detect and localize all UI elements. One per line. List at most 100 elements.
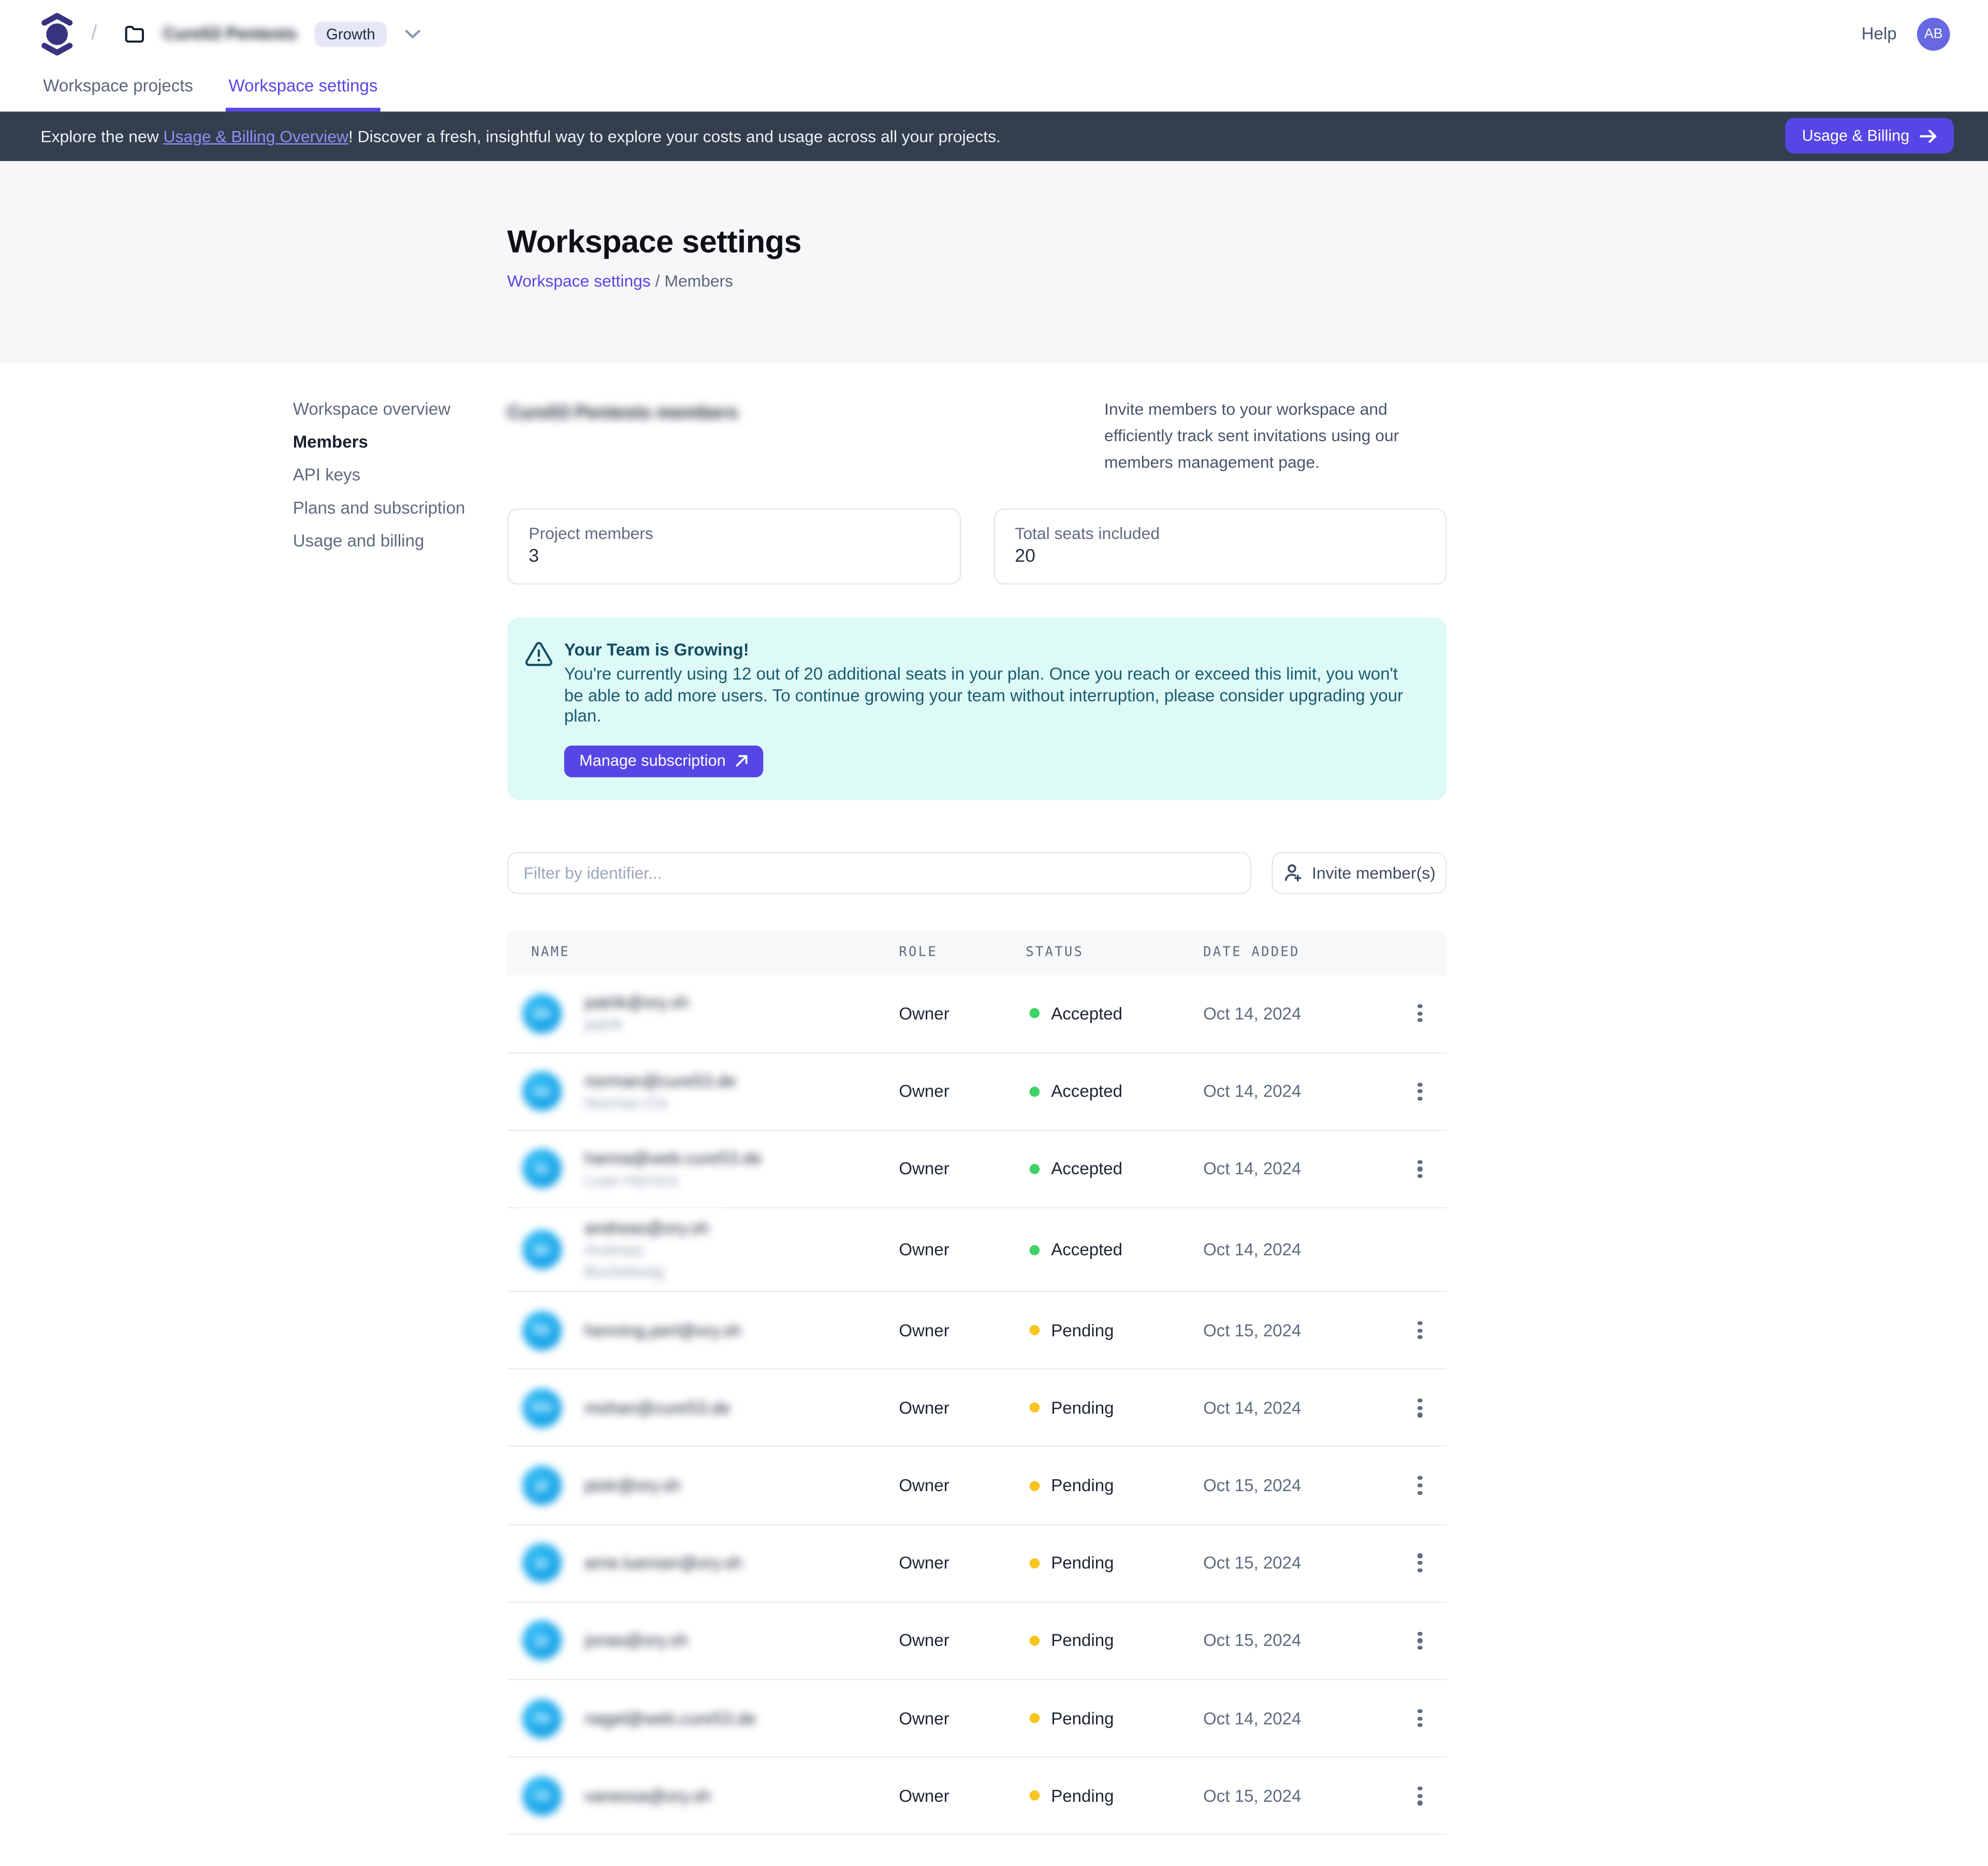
row-actions-kebab-icon[interactable]	[1410, 1546, 1429, 1580]
row-actions-kebab-icon[interactable]	[1410, 1314, 1429, 1347]
row-actions-kebab-icon[interactable]	[1410, 996, 1429, 1030]
row-actions-kebab-icon[interactable]	[1410, 1701, 1429, 1735]
chevron-down-icon[interactable]	[404, 28, 421, 39]
user-avatar[interactable]: AB	[1917, 17, 1950, 50]
usage-billing-banner: Explore the new Usage & Billing Overview…	[0, 111, 1988, 161]
table-row: an andreas@ory.sh Andreas Buckelswig Owner Ac…	[507, 1207, 1447, 1291]
plan-badge: Growth	[314, 21, 387, 47]
member-status: Accepted	[1026, 1082, 1203, 1101]
member-email: andreas@ory.sh	[584, 1218, 709, 1238]
member-date-added: Oct 14, 2024	[1203, 1082, 1302, 1101]
member-email: jonas@ory.sh	[584, 1631, 689, 1651]
sidebar-item-api-keys[interactable]: API keys	[293, 465, 361, 485]
manage-subscription-button[interactable]: Manage subscription	[564, 745, 764, 777]
member-date-added: Oct 14, 2024	[1203, 1003, 1302, 1023]
redacted-member-identity: lu hanna@web.cure53.de Luan Herrera	[515, 1139, 780, 1200]
invite-members-button[interactable]: Invite member(s)	[1271, 851, 1447, 894]
sidebar-item-usage-and-billing[interactable]: Usage and billing	[293, 531, 425, 550]
sidebar-item-members[interactable]: Members	[293, 432, 368, 451]
member-date-added: Oct 15, 2024	[1203, 1786, 1302, 1805]
content: Workspace overview Members API keys Plans a…	[0, 362, 1988, 1835]
arrow-right-icon	[1920, 129, 1937, 143]
total-seats-card: Total seats included 20	[993, 508, 1447, 585]
redacted-member-identity: va vanessa@ory.sh	[515, 1766, 729, 1826]
member-avatar: pi	[522, 1466, 562, 1506]
member-status: Pending	[1026, 1554, 1203, 1572]
member-avatar: ar	[522, 1543, 562, 1583]
redacted-member-identity: jo jonas@ory.sh	[515, 1611, 706, 1671]
row-actions-kebab-icon[interactable]	[1410, 1075, 1429, 1109]
table-row: lu hanna@web.cure53.de Luan Herrera Owner Ac…	[507, 1129, 1447, 1207]
row-actions-kebab-icon[interactable]	[1410, 1152, 1429, 1186]
sidebar-item-plans-and-subscription[interactable]: Plans and subscription	[293, 498, 465, 518]
member-date-added: Oct 14, 2024	[1203, 1159, 1302, 1179]
redacted-member-identity: he henning.perl@ory.sh	[515, 1300, 759, 1360]
filter-input[interactable]	[507, 851, 1252, 894]
banner-usage-billing-link[interactable]: Usage & Billing Overview	[163, 126, 348, 146]
usage-billing-button[interactable]: Usage & Billing	[1785, 118, 1954, 154]
redacted-member-identity: no norman@cure53.de Norman Cls	[515, 1061, 754, 1122]
member-name-cell: no norman@cure53.de Norman Cls	[507, 1061, 899, 1122]
member-email: piotr@ory.sh	[584, 1476, 681, 1495]
member-email: norman@cure53.de	[584, 1071, 736, 1090]
row-actions-kebab-icon[interactable]	[1410, 1469, 1429, 1503]
external-link-arrow-icon	[736, 754, 748, 767]
member-date-added: Oct 15, 2024	[1203, 1320, 1302, 1340]
member-secondary-text: Luan Herrera	[584, 1171, 678, 1190]
help-link[interactable]: Help	[1861, 24, 1897, 43]
table-row: na nagel@web.cure53.de Owner Pending Oct 14,…	[507, 1679, 1447, 1756]
tab-workspace-projects[interactable]: Workspace projects	[43, 76, 193, 95]
member-name-cell: pi piotr@ory.sh	[507, 1455, 899, 1515]
member-avatar: mo	[522, 1388, 562, 1428]
app-logo-icon[interactable]	[40, 12, 74, 55]
member-date-added: Oct 14, 2024	[1203, 1709, 1302, 1728]
member-email: nagel@web.cure53.de	[584, 1709, 756, 1728]
member-name-cell: pa patrik@ory.sh patrik	[507, 983, 899, 1044]
row-actions-kebab-icon[interactable]	[1410, 1624, 1429, 1657]
workspace-tabs: Workspace projects Workspace settings	[0, 67, 1988, 112]
members-section-description: Invite members to your workspace and eff…	[1104, 399, 1399, 472]
warning-triangle-icon	[525, 640, 558, 777]
status-dot	[1029, 1008, 1040, 1018]
member-secondary-text: patrik	[584, 1015, 623, 1034]
person-plus-icon	[1283, 863, 1302, 882]
project-members-card: Project members 3	[507, 508, 961, 585]
status-dot	[1029, 1403, 1040, 1413]
member-secondary-text: Andreas	[584, 1241, 644, 1259]
member-name-cell: lu hanna@web.cure53.de Luan Herrera	[507, 1139, 899, 1200]
member-name-cell: ar arne.luenser@ory.sh	[507, 1533, 899, 1593]
redacted-member-identity: mo mohan@cure53.de	[515, 1378, 748, 1438]
page-hero: Workspace settings Workspace settings / …	[0, 160, 1988, 363]
member-name-cell: he henning.perl@ory.sh	[507, 1300, 899, 1360]
row-actions-kebab-icon[interactable]	[1410, 1391, 1429, 1425]
members-toolbar: Invite member(s)	[507, 851, 1447, 894]
member-email: patrik@ory.sh	[584, 993, 689, 1012]
member-avatar: pa	[522, 994, 562, 1033]
redacted-member-identity: pi piotr@ory.sh	[515, 1455, 698, 1515]
alert-title: Your Team is Growing!	[564, 640, 749, 660]
member-avatar: lu	[522, 1149, 562, 1189]
member-role: Owner	[899, 1631, 949, 1651]
member-date-added: Oct 15, 2024	[1203, 1553, 1302, 1573]
member-secondary-text: Norman Cls	[584, 1094, 668, 1112]
member-stats: Project members 3 Total seats included 2…	[507, 508, 1447, 585]
total-seats-count: 20	[1015, 546, 1035, 567]
row-actions-kebab-icon[interactable]	[1410, 1779, 1429, 1813]
table-row: ar arne.luenser@ory.sh Owner Pending Oct 15,…	[507, 1523, 1447, 1601]
breadcrumb-settings-link[interactable]: Workspace settings	[507, 270, 651, 290]
status-dot	[1029, 1635, 1040, 1646]
member-email: mohan@cure53.de	[584, 1398, 730, 1418]
banner-text: Explore the new Usage & Billing Overview…	[40, 126, 1001, 146]
member-role: Owner	[899, 1320, 949, 1340]
sidebar-item-workspace-overview[interactable]: Workspace overview	[293, 399, 451, 419]
tab-workspace-settings[interactable]: Workspace settings	[226, 76, 381, 112]
members-main: Cure53 Pentests members Invite members t…	[507, 362, 1447, 1835]
member-status: Pending	[1026, 1398, 1203, 1418]
member-status: Pending	[1026, 1321, 1203, 1340]
member-role: Owner	[899, 1553, 949, 1573]
status-dot	[1029, 1480, 1040, 1491]
status-dot	[1029, 1325, 1040, 1336]
redacted-member-identity: na nagel@web.cure53.de	[515, 1688, 774, 1748]
breadcrumb-workspace-name[interactable]: Cure53 Pentests	[163, 24, 297, 43]
